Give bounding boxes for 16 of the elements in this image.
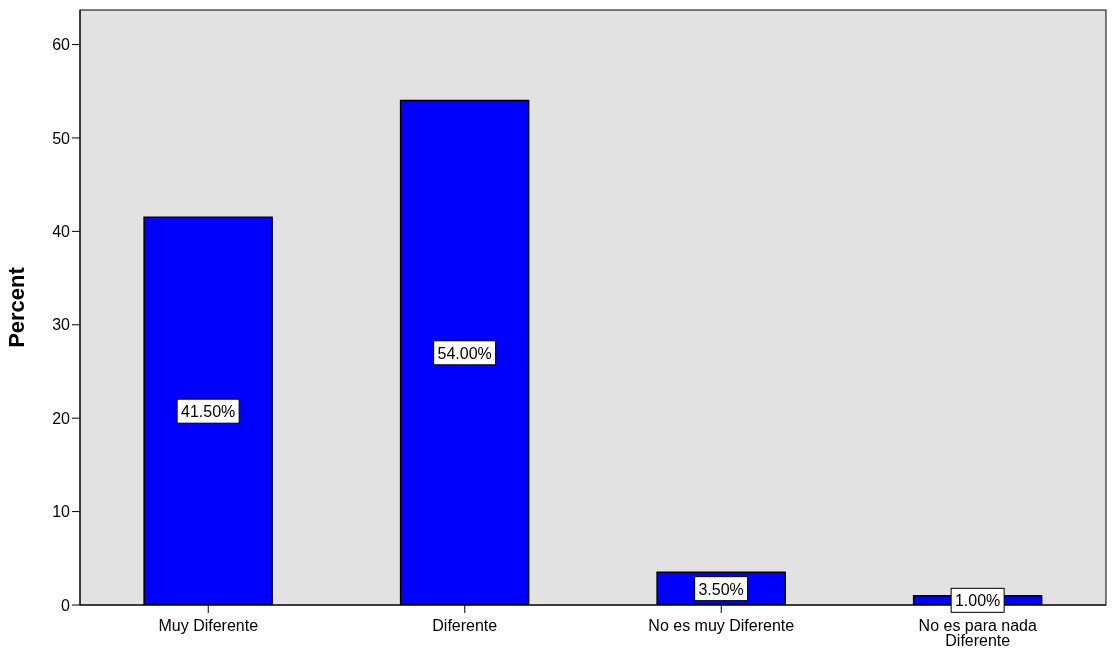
- x-tick-label: No es muy Diferente: [648, 617, 795, 634]
- data-label: 54.00%: [437, 344, 492, 362]
- y-tick-label: 20: [52, 409, 71, 427]
- y-tick-label: 50: [52, 129, 71, 147]
- x-tick-label: Diferente: [432, 617, 498, 634]
- x-tick-label: Muy Diferente: [158, 617, 259, 634]
- y-axis-title: Percent: [3, 266, 29, 348]
- data-label: 41.50%: [180, 403, 236, 421]
- data-label: 3.50%: [698, 580, 744, 598]
- y-tick-label: 10: [52, 503, 71, 521]
- y-tick-label: 30: [52, 316, 71, 334]
- y-tick-label: 60: [52, 36, 71, 54]
- x-tick-label: No es para nada Diferente: [918, 617, 1037, 649]
- data-label: 1.00%: [954, 592, 1001, 610]
- y-tick-label: 40: [52, 223, 71, 241]
- y-tick-label: 0: [61, 596, 71, 614]
